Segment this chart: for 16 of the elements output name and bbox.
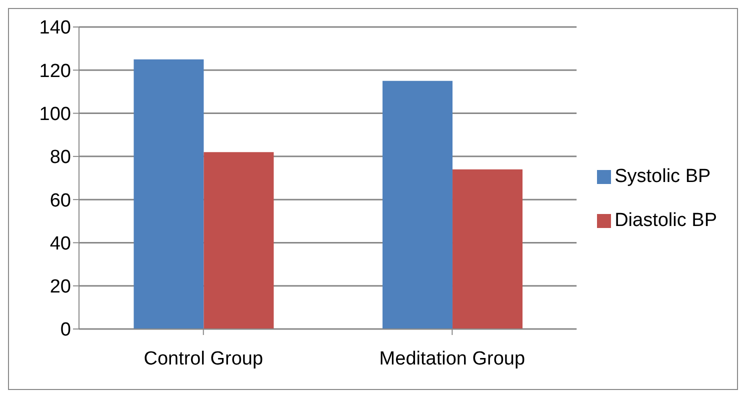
bar: [204, 152, 274, 329]
y-tick-label: 40: [50, 233, 71, 254]
y-tick-label: 100: [39, 104, 71, 126]
x-tick-label: Control Group: [144, 348, 264, 370]
y-tick-label: 20: [50, 276, 71, 298]
legend-label: Diastolic BP: [614, 210, 717, 231]
bar: [134, 59, 204, 329]
bar: [452, 169, 523, 329]
y-tick-label: 60: [50, 190, 71, 212]
x-tick-label: Meditation Group: [379, 348, 526, 370]
legend-label: Systolic BP: [614, 166, 711, 187]
y-tick-label: 140: [39, 18, 71, 39]
y-tick-label: 0: [60, 320, 71, 341]
y-tick-label: 80: [50, 147, 71, 168]
bar: [382, 80, 453, 329]
y-tick-label: 120: [39, 60, 71, 82]
